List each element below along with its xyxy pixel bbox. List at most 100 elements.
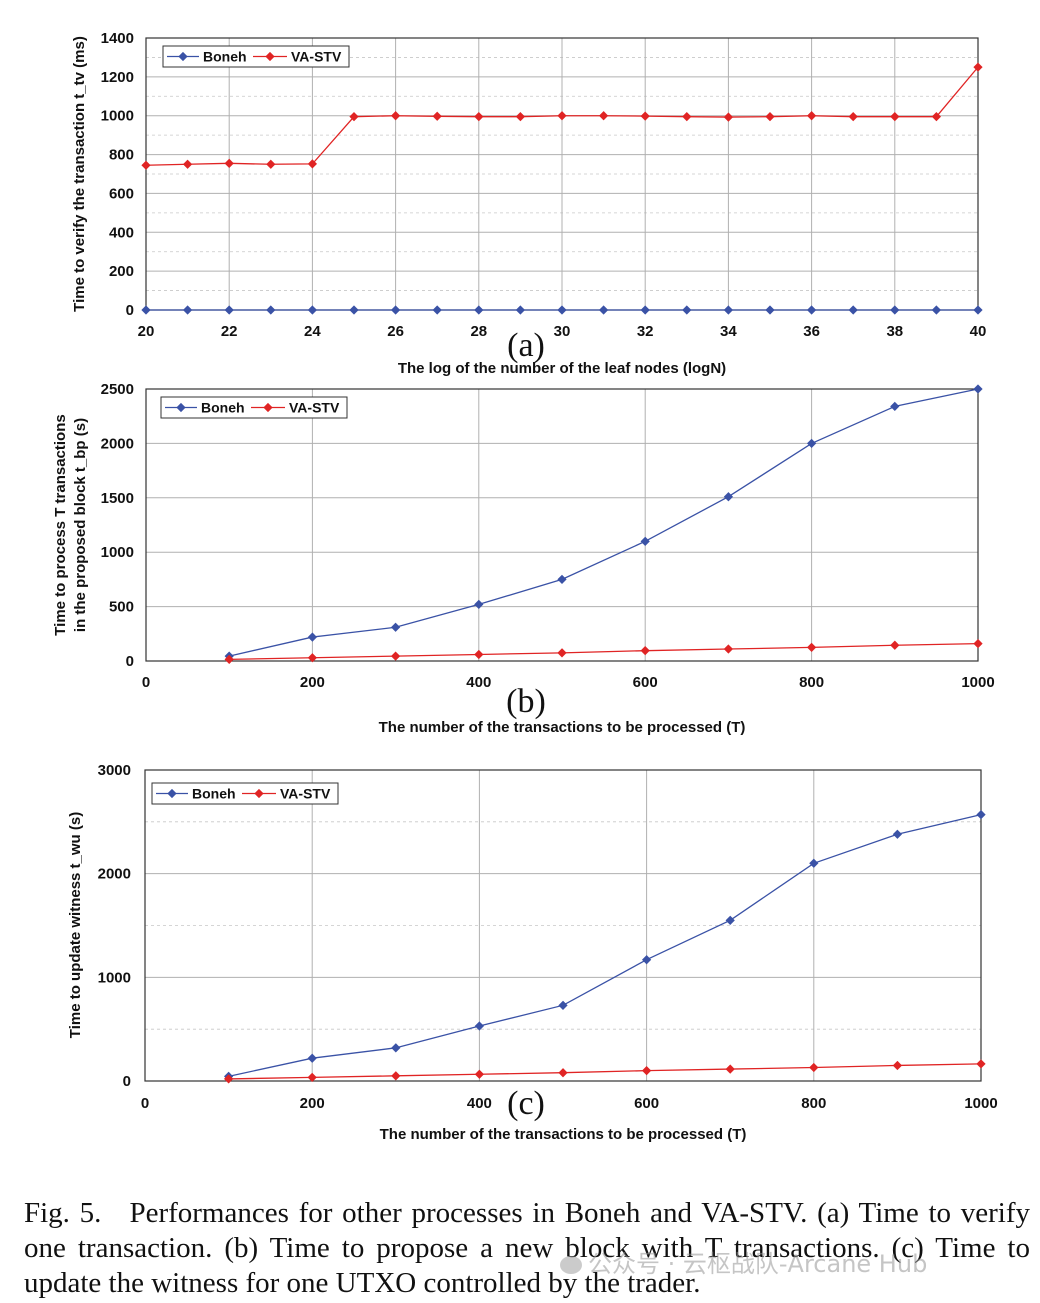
series-line-boneh: [228, 813, 982, 1077]
x-tick-label: 600: [634, 1095, 659, 1112]
data-point-va-stv: [598, 111, 609, 121]
x-tick-label: 400: [466, 674, 491, 691]
data-point-va-stv: [266, 159, 276, 169]
y-tick-label: 3000: [98, 762, 131, 779]
y-tick-label: 200: [109, 263, 134, 280]
data-point-boneh: [182, 305, 193, 315]
legend-label-vastv: VA-STV: [291, 49, 342, 65]
data-point-boneh: [765, 305, 775, 315]
legend-label-boneh: Boneh: [192, 786, 236, 802]
x-tick-label: 24: [304, 323, 321, 340]
data-point-va-stv: [224, 654, 234, 664]
x-tick-label: 38: [886, 323, 903, 340]
series-line-boneh: [229, 388, 979, 657]
data-point-va-stv: [806, 642, 817, 653]
y-tick-label: 800: [109, 147, 134, 164]
data-point-boneh: [307, 1053, 317, 1063]
x-tick-label: 34: [720, 323, 737, 340]
data-point-boneh: [725, 915, 735, 925]
y-tick-label: 500: [109, 599, 134, 616]
data-point-boneh: [640, 305, 650, 315]
data-point-va-stv: [723, 112, 734, 122]
x-tick-label: 800: [799, 674, 824, 691]
data-point-va-stv: [432, 111, 442, 121]
data-point-va-stv: [892, 1060, 903, 1071]
data-point-boneh: [557, 574, 567, 585]
data-point-va-stv: [723, 644, 734, 654]
data-point-va-stv: [890, 640, 900, 650]
data-point-va-stv: [307, 159, 318, 169]
data-point-va-stv: [558, 1068, 568, 1078]
legend-marker-vastv: [265, 51, 275, 62]
data-point-va-stv: [474, 1069, 485, 1079]
panel-label: (b): [506, 683, 546, 720]
data-point-boneh: [515, 305, 526, 315]
data-point-va-stv: [640, 111, 650, 121]
plot-frame: [145, 388, 979, 662]
data-point-va-stv: [809, 1062, 819, 1073]
data-point-va-stv: [890, 112, 900, 122]
x-tick-label: 0: [142, 674, 150, 691]
data-point-boneh: [349, 305, 359, 315]
data-point-boneh: [474, 305, 484, 315]
legend-marker-boneh: [176, 402, 186, 413]
data-point-boneh: [806, 438, 817, 449]
y-axis-title: Time to verify the transaction t_tv (ms): [71, 36, 88, 312]
data-point-va-stv: [307, 1072, 317, 1082]
x-axis-title: The number of the transactions to be pro…: [379, 719, 746, 736]
data-point-boneh: [307, 632, 318, 642]
data-point-boneh: [682, 305, 692, 315]
data-point-va-stv: [515, 112, 526, 122]
plot-frame: [144, 769, 982, 1082]
legend-marker-vastv: [254, 788, 264, 799]
x-tick-label: 200: [300, 674, 325, 691]
data-point-va-stv: [182, 159, 193, 169]
y-tick-label: 600: [109, 185, 134, 202]
caption-text: Performances for other processes in Bone…: [24, 1197, 1030, 1299]
y-tick-label: 1500: [101, 490, 134, 507]
data-point-boneh: [892, 829, 903, 839]
watermark-text: 公众号 · 云枢战队-Arcane Hub: [588, 1250, 928, 1278]
x-tick-label: 30: [554, 323, 571, 340]
data-point-va-stv: [806, 111, 817, 121]
data-point-va-stv: [223, 1074, 234, 1084]
legend-marker-boneh: [178, 51, 188, 62]
y-tick-label: 1000: [101, 544, 134, 561]
x-tick-label: 1000: [961, 674, 994, 691]
data-point-boneh: [976, 809, 986, 820]
series-line-va-stv: [228, 1063, 982, 1080]
x-tick-label: 28: [470, 323, 487, 340]
watermark: 公众号 · 云枢战队-Arcane Hub: [560, 1244, 927, 1279]
figure-caption: Fig. 5. Performances for other processes …: [24, 1196, 1030, 1301]
data-point-va-stv: [848, 112, 858, 122]
y-tick-label: 0: [126, 653, 134, 670]
y-tick-label: 1000: [98, 969, 131, 986]
data-point-va-stv: [390, 651, 401, 661]
panel-label: (c): [507, 1085, 545, 1122]
data-point-va-stv: [141, 160, 151, 170]
data-point-boneh: [931, 305, 942, 315]
series-line-va-stv: [229, 642, 979, 661]
wechat-icon: [560, 1256, 582, 1274]
data-point-boneh: [598, 305, 609, 315]
plot-area: [146, 389, 978, 661]
x-tick-label: 26: [387, 323, 404, 340]
legend: Boneh VA-STV: [160, 396, 348, 419]
panel-label: (a): [507, 327, 545, 364]
data-point-va-stv: [391, 1071, 401, 1081]
data-point-boneh: [890, 401, 900, 412]
data-point-boneh: [141, 305, 151, 315]
y-axis-title: Time to update witness t_wu (s): [67, 812, 84, 1038]
data-point-va-stv: [973, 62, 983, 72]
data-point-va-stv: [641, 1066, 652, 1076]
y-axis-title: Time to process T transactions in the pro…: [52, 414, 89, 635]
data-point-boneh: [558, 1000, 568, 1010]
data-point-va-stv: [349, 112, 359, 122]
x-tick-label: 1000: [964, 1095, 997, 1112]
chart-panel-c: 0 1000 2000 3000 0 200 400 600 800 1000 (c) The num…: [67, 762, 998, 1143]
x-tick-label: 22: [221, 323, 238, 340]
legend: Boneh VA-STV: [162, 45, 350, 68]
legend-label-boneh: Boneh: [201, 400, 245, 416]
data-point-va-stv: [224, 158, 234, 168]
